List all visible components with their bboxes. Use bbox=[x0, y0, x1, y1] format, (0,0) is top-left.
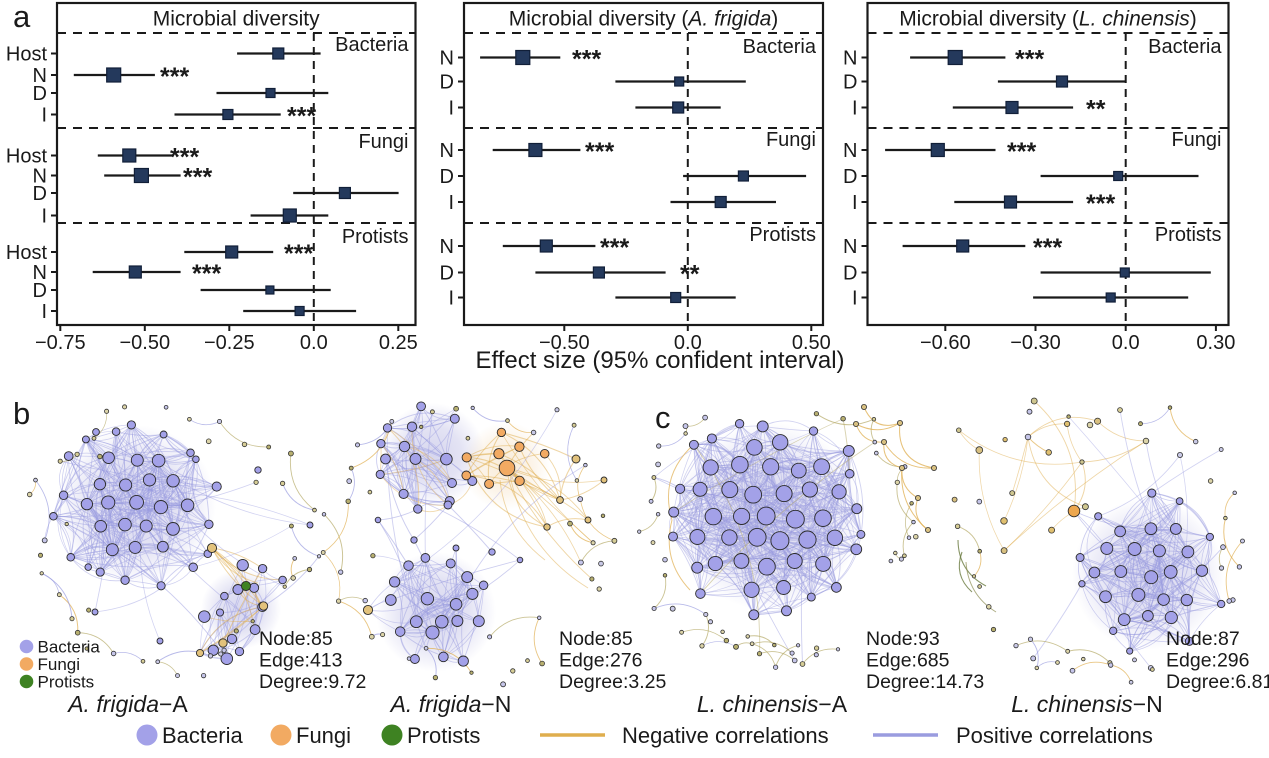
svg-text:L. chinensis−A: L. chinensis−A bbox=[697, 691, 848, 717]
svg-text:−0.50: −0.50 bbox=[119, 332, 170, 354]
svg-text:**: ** bbox=[680, 261, 700, 289]
svg-text:Effect size (95% confident int: Effect size (95% confident interval) bbox=[475, 347, 844, 374]
svg-text:N: N bbox=[440, 48, 454, 70]
svg-text:Microbial diversity (L. chinen: Microbial diversity (L. chinensis) bbox=[899, 8, 1197, 31]
svg-text:I: I bbox=[852, 288, 858, 310]
svg-text:N: N bbox=[440, 140, 454, 162]
svg-text:Protists: Protists bbox=[1155, 224, 1222, 246]
svg-text:Node:85: Node:85 bbox=[259, 628, 333, 650]
svg-text:***: *** bbox=[160, 63, 189, 91]
svg-text:Protists: Protists bbox=[342, 226, 409, 248]
svg-text:Edge:413: Edge:413 bbox=[259, 650, 343, 672]
svg-text:***: *** bbox=[1007, 138, 1036, 166]
svg-text:N: N bbox=[843, 48, 857, 70]
svg-text:−0.50: −0.50 bbox=[539, 332, 590, 354]
svg-text:***: *** bbox=[1015, 46, 1044, 74]
svg-text:Node:85: Node:85 bbox=[559, 628, 633, 650]
svg-text:D: D bbox=[440, 72, 454, 94]
svg-text:***: *** bbox=[1086, 190, 1115, 218]
svg-text:N: N bbox=[33, 166, 47, 188]
svg-text:I: I bbox=[448, 192, 454, 214]
svg-text:Fungi: Fungi bbox=[296, 723, 351, 748]
svg-text:Bacteria: Bacteria bbox=[335, 34, 409, 56]
svg-text:Positive correlations: Positive correlations bbox=[956, 723, 1153, 748]
svg-text:***: *** bbox=[170, 144, 199, 172]
svg-text:Bacteria: Bacteria bbox=[743, 36, 817, 58]
svg-text:D: D bbox=[440, 166, 454, 188]
svg-text:D: D bbox=[843, 263, 857, 285]
svg-text:***: *** bbox=[284, 240, 313, 268]
svg-text:Host: Host bbox=[6, 146, 48, 168]
svg-text:Host: Host bbox=[6, 242, 48, 264]
svg-text:Fungi: Fungi bbox=[766, 129, 816, 151]
svg-text:L. chinensis−N: L. chinensis−N bbox=[1011, 691, 1163, 717]
svg-text:Degree:14.73: Degree:14.73 bbox=[866, 671, 984, 693]
svg-text:−0.60: −0.60 bbox=[920, 332, 971, 354]
svg-text:I: I bbox=[448, 288, 454, 310]
svg-text:I: I bbox=[41, 105, 47, 127]
svg-text:−0.30: −0.30 bbox=[1010, 332, 1061, 354]
svg-text:Fungi: Fungi bbox=[1171, 129, 1221, 151]
svg-text:A. frigida−A: A. frigida−A bbox=[66, 691, 188, 717]
svg-text:I: I bbox=[852, 98, 858, 120]
svg-text:I: I bbox=[448, 98, 454, 120]
svg-text:***: *** bbox=[585, 138, 614, 166]
svg-text:I: I bbox=[41, 301, 47, 323]
svg-text:Bacteria: Bacteria bbox=[1148, 36, 1222, 58]
svg-text:N: N bbox=[843, 236, 857, 258]
svg-text:Microbial diversity (A. frigid: Microbial diversity (A. frigida) bbox=[509, 8, 779, 31]
svg-text:−0.75: −0.75 bbox=[35, 332, 86, 354]
svg-text:Protists: Protists bbox=[38, 673, 95, 692]
svg-text:D: D bbox=[843, 166, 857, 188]
svg-text:N: N bbox=[33, 65, 47, 87]
svg-text:***: *** bbox=[600, 234, 629, 262]
svg-text:***: *** bbox=[572, 46, 601, 74]
svg-text:b: b bbox=[13, 396, 30, 431]
svg-text:0.50: 0.50 bbox=[792, 332, 831, 354]
svg-text:a: a bbox=[13, 0, 31, 34]
svg-text:Edge:296: Edge:296 bbox=[1166, 650, 1250, 672]
svg-text:***: *** bbox=[192, 260, 221, 288]
svg-text:Node:87: Node:87 bbox=[1166, 628, 1240, 650]
svg-text:N: N bbox=[33, 262, 47, 284]
svg-text:0.0: 0.0 bbox=[674, 332, 702, 354]
svg-text:Protists: Protists bbox=[749, 224, 816, 246]
svg-text:Protists: Protists bbox=[407, 723, 480, 748]
svg-text:Microbial diversity: Microbial diversity bbox=[153, 8, 320, 31]
svg-text:0.30: 0.30 bbox=[1196, 332, 1235, 354]
svg-text:Bacteria: Bacteria bbox=[162, 723, 243, 748]
svg-text:Degree:6.81: Degree:6.81 bbox=[1166, 671, 1269, 693]
svg-text:Fungi: Fungi bbox=[358, 131, 408, 153]
svg-text:N: N bbox=[440, 236, 454, 258]
svg-text:Negative correlations: Negative correlations bbox=[622, 723, 829, 748]
svg-text:D: D bbox=[33, 83, 47, 105]
svg-text:Bacteria: Bacteria bbox=[38, 638, 101, 657]
svg-text:Edge:685: Edge:685 bbox=[866, 650, 950, 672]
svg-text:***: *** bbox=[287, 103, 316, 131]
svg-text:Fungi: Fungi bbox=[38, 655, 81, 674]
svg-text:Edge:276: Edge:276 bbox=[559, 650, 643, 672]
svg-text:***: *** bbox=[1033, 234, 1062, 262]
svg-text:Node:93: Node:93 bbox=[866, 628, 940, 650]
svg-text:Host: Host bbox=[6, 44, 48, 66]
svg-text:D: D bbox=[843, 72, 857, 94]
svg-text:A. frigida−N: A. frigida−N bbox=[389, 691, 512, 717]
svg-text:0.0: 0.0 bbox=[300, 332, 328, 354]
svg-text:D: D bbox=[440, 263, 454, 285]
svg-text:0.0: 0.0 bbox=[1112, 332, 1140, 354]
svg-text:I: I bbox=[41, 206, 47, 228]
svg-text:c: c bbox=[655, 400, 671, 435]
svg-text:I: I bbox=[852, 192, 858, 214]
svg-text:N: N bbox=[843, 140, 857, 162]
svg-text:D: D bbox=[33, 183, 47, 205]
svg-text:0.25: 0.25 bbox=[379, 332, 418, 354]
svg-text:D: D bbox=[33, 280, 47, 302]
svg-text:Degree:9.72: Degree:9.72 bbox=[259, 671, 366, 693]
svg-text:***: *** bbox=[183, 164, 212, 192]
svg-text:Degree:3.25: Degree:3.25 bbox=[559, 671, 666, 693]
svg-text:**: ** bbox=[1086, 96, 1106, 124]
svg-text:−0.25: −0.25 bbox=[204, 332, 255, 354]
